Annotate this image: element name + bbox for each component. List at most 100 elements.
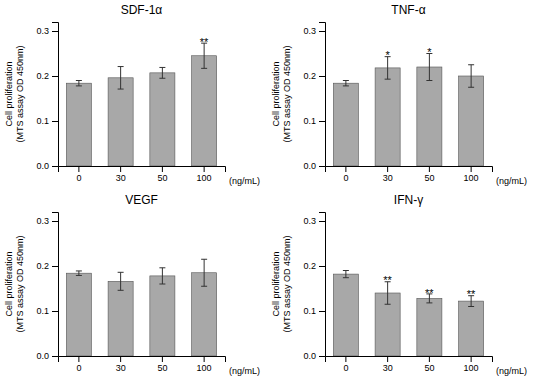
y-tick-mark <box>52 266 58 267</box>
axis-line <box>319 213 326 357</box>
x-tick-mark <box>204 166 205 172</box>
error-cap-top <box>468 64 474 65</box>
x-tick: 50 <box>157 356 167 373</box>
x-tick-label: 50 <box>424 363 434 373</box>
panel: 0.00.10.20.303050100VEGF(ng/mL)Cell prol… <box>4 193 260 376</box>
y-axis-label-line: (MTS assay OD 450nm) <box>15 235 25 332</box>
y-tick-label: 0.1 <box>303 306 316 316</box>
x-tick-label: 0 <box>343 173 348 183</box>
error-cap-bottom <box>201 286 207 287</box>
x-tick-label: 50 <box>157 173 167 183</box>
y-tick: 0.1 <box>303 306 325 316</box>
y-axis-label: Cell proliferation(MTS assay OD 450nm) <box>271 45 292 142</box>
bar <box>417 67 442 166</box>
x-tick: 100 <box>197 166 212 183</box>
x-tick-label: 50 <box>424 173 434 183</box>
x-axis-label: (ng/mL) <box>496 176 527 186</box>
bar <box>66 273 91 356</box>
x-tick: 30 <box>116 166 126 183</box>
error-cap-bottom <box>159 284 165 285</box>
error-stem <box>120 67 121 90</box>
error-cap-top <box>118 272 124 273</box>
y-tick-label: 0.3 <box>303 26 316 36</box>
y-tick-label: 0.2 <box>36 261 49 271</box>
error-cap-bottom <box>385 304 391 305</box>
x-axis-label: (ng/mL) <box>229 366 260 376</box>
y-tick-label: 0.1 <box>303 116 316 126</box>
x-tick-mark <box>78 166 79 172</box>
bar <box>375 68 400 166</box>
y-tick-label: 0.0 <box>303 351 316 361</box>
significance-label: ** <box>200 36 209 48</box>
x-axis: 03050100 <box>59 356 226 373</box>
significance-label: * <box>427 46 432 58</box>
error-cap-bottom <box>385 79 391 80</box>
y-axis-label-line: (MTS assay OD 450nm) <box>282 45 292 142</box>
error-cap-bottom <box>118 89 124 90</box>
x-tick: 50 <box>424 356 434 373</box>
x-axis-label: (ng/mL) <box>496 366 527 376</box>
error-bar <box>76 271 82 276</box>
error-bar <box>343 81 349 86</box>
error-cap-bottom <box>426 80 432 81</box>
x-tick: 30 <box>383 356 393 373</box>
axis-line <box>319 23 326 167</box>
error-stem <box>162 67 163 78</box>
bar <box>333 83 358 166</box>
y-tick: 0.3 <box>36 26 58 36</box>
y-axis-label-line: Cell proliferation <box>4 61 14 126</box>
x-tick-label: 100 <box>464 363 479 373</box>
x-tick-label: 0 <box>76 363 81 373</box>
error-stem <box>471 65 472 88</box>
x-tick-label: 100 <box>197 173 212 183</box>
y-tick: 0.0 <box>303 161 325 171</box>
error-stem <box>345 81 346 86</box>
error-cap-top <box>76 270 82 271</box>
x-tick-label: 30 <box>383 363 393 373</box>
error-stem <box>78 81 79 86</box>
bar <box>459 301 484 356</box>
panel: 0.00.10.20.303050100**TNF-α(ng/mL)Cell p… <box>271 3 527 186</box>
y-tick-mark <box>319 356 325 357</box>
y-tick-mark <box>52 121 58 122</box>
x-axis: 03050100 <box>326 166 493 183</box>
y-tick-label: 0.3 <box>36 216 49 226</box>
x-tick-mark <box>387 166 388 172</box>
x-tick-mark <box>162 166 163 172</box>
error-stem <box>120 272 121 290</box>
x-tick: 0 <box>76 356 81 373</box>
y-axis-label: Cell proliferation(MTS assay OD 450nm) <box>4 45 25 142</box>
error-bar <box>159 67 165 78</box>
y-tick: 0.0 <box>36 351 58 361</box>
error-cap-bottom <box>468 87 474 88</box>
y-tick-label: 0.3 <box>36 26 49 36</box>
error-bar <box>159 268 165 284</box>
bar <box>150 73 175 166</box>
error-bar <box>201 259 207 286</box>
x-tick-mark <box>162 356 163 362</box>
x-tick: 0 <box>343 356 348 373</box>
y-tick-label: 0.1 <box>36 116 49 126</box>
y-axis-label-line: Cell proliferation <box>271 61 281 126</box>
y-tick: 0.1 <box>303 116 325 126</box>
significance-label: ** <box>425 287 434 299</box>
y-tick-mark <box>52 31 58 32</box>
y-axis-label-line: Cell proliferation <box>271 251 281 316</box>
y-tick: 0.3 <box>303 26 325 36</box>
bar <box>108 78 133 166</box>
significance-label: ** <box>467 288 476 300</box>
error-cap-top <box>159 267 165 268</box>
panel-title: TNF-α <box>391 3 425 17</box>
error-cap-bottom <box>201 68 207 69</box>
plot-marks <box>333 54 483 167</box>
error-cap-top <box>159 67 165 68</box>
plot-marks <box>66 43 216 166</box>
axis-line <box>326 357 493 363</box>
y-tick-mark <box>319 166 325 167</box>
y-tick: 0.2 <box>36 71 58 81</box>
significance-label: ** <box>383 274 392 286</box>
x-tick-mark <box>120 166 121 172</box>
y-axis-label: Cell proliferation(MTS assay OD 450nm) <box>271 235 292 332</box>
error-stem <box>345 271 346 278</box>
error-cap-bottom <box>76 85 82 86</box>
